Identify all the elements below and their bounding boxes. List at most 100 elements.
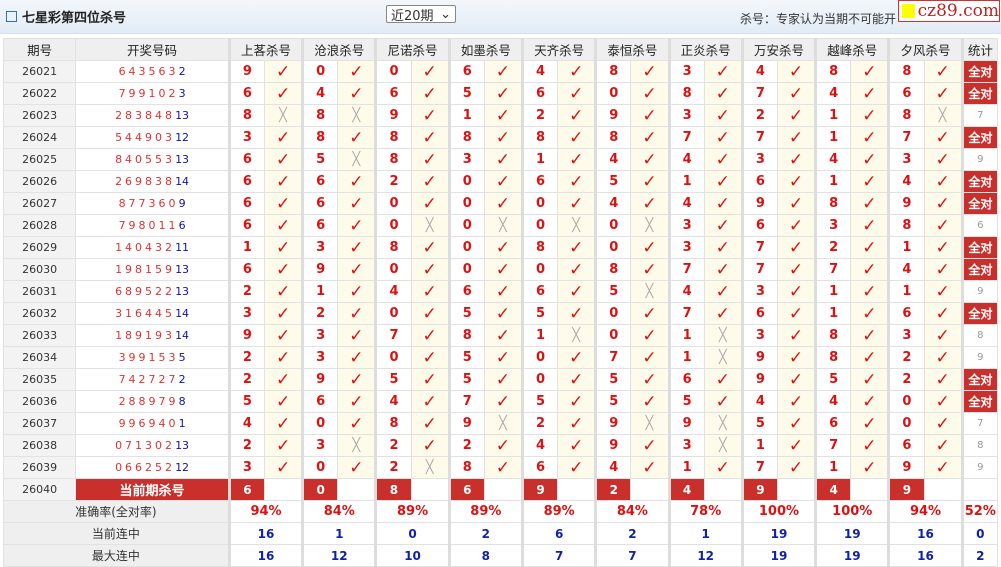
- kill-number: 3: [667, 60, 705, 83]
- check-icon: ✓: [263, 434, 304, 457]
- kill-number: 8: [594, 60, 632, 83]
- check-icon: ✓: [337, 346, 377, 369]
- period-cell: 26039: [2, 456, 77, 479]
- kill-number-note: 杀号：专家认为当期不可能开: [740, 12, 897, 26]
- stats-cell: 6: [960, 214, 999, 237]
- current-kill-number: 2: [594, 478, 632, 501]
- draw-numbers: 689522: [115, 285, 176, 298]
- kill-number: 6: [667, 368, 705, 391]
- kill-number: 2: [227, 434, 265, 457]
- kill-number: 9: [887, 456, 925, 479]
- check-icon: ✓: [337, 412, 377, 435]
- check-icon: ✓: [923, 148, 963, 171]
- stats-cell: 8: [960, 324, 999, 347]
- period-cell: 26027: [2, 192, 77, 215]
- stats-cell: 全对: [960, 126, 999, 149]
- kill-number: 3: [814, 214, 852, 237]
- draw-numbers-cell: 8773609: [75, 192, 230, 215]
- check-icon: ✓: [776, 302, 817, 325]
- kill-number: 2: [887, 346, 925, 369]
- draw-numbers: 643563: [118, 65, 179, 78]
- kill-number: 9: [740, 368, 778, 391]
- period-cell: 26037: [2, 412, 77, 435]
- kill-number: 2: [374, 434, 412, 457]
- check-icon: ✓: [776, 148, 817, 171]
- kill-number: 3: [667, 104, 705, 127]
- kill-number: 6: [447, 60, 485, 83]
- check-icon: ✓: [263, 148, 304, 171]
- table-row: 26021 6435632 9 ✓ 0 ✓ 0 ✓ 6 ✓ 4 ✓ 8 ✓ 3 ✓ 4 ✓ 8 ✓ 8 ✓ 全对: [2, 60, 999, 83]
- check-icon: ✓: [557, 258, 597, 281]
- check-icon: ✓: [850, 192, 890, 215]
- check-icon: ✓: [263, 346, 304, 369]
- draw-numbers: 198159: [115, 263, 176, 276]
- check-icon: ✓: [410, 82, 450, 105]
- check-icon: ✓: [483, 456, 523, 479]
- current-kill-label: 当前期杀号: [75, 478, 230, 501]
- check-icon: ✓: [263, 192, 304, 215]
- check-icon: ✓: [483, 192, 523, 215]
- column-header-expert: 沧浪杀号: [301, 38, 377, 61]
- kill-number: 1: [814, 170, 852, 193]
- column-header-draw: 开奖号码: [75, 38, 230, 61]
- check-icon: ✓: [337, 258, 377, 281]
- stats-cell: 7: [960, 412, 999, 435]
- check-icon: ✓: [337, 192, 377, 215]
- draw-numbers: 840553: [115, 153, 176, 166]
- check-icon: ✓: [557, 412, 597, 435]
- table-header-row: 期号 开奖号码 上茖杀号 沧浪杀号 尼诺杀号 如墨杀号 天齐杀号 泰恒杀号 正炎杀号 万安杀号 越峰…: [2, 38, 999, 61]
- stats-cell: 全对: [960, 390, 999, 413]
- period-select[interactable]: 近20期 ⌄: [386, 5, 456, 24]
- kill-number: 9: [594, 104, 632, 127]
- kill-number: 6: [740, 170, 778, 193]
- empty-cell: [263, 478, 304, 501]
- check-icon: ✓: [483, 324, 523, 347]
- check-icon: ✓: [923, 170, 963, 193]
- stats-cell: 7: [960, 104, 999, 127]
- check-icon: ✓: [410, 148, 450, 171]
- check-icon: ✓: [337, 456, 377, 479]
- draw-numbers: 544903: [115, 131, 176, 144]
- draw-numbers: 269838: [115, 175, 176, 188]
- check-icon: ✓: [776, 60, 817, 83]
- check-icon: ✓: [703, 126, 743, 149]
- kill-number: 7: [740, 258, 778, 281]
- kill-number: 9: [667, 412, 705, 435]
- table-row: 26034 3991535 2 ✓ 3 ✓ 0 ✓ 5 ✓ 0 ✓ 7 ✓ 1 ╳ 9 ✓ 8 ✓ 2 ✓ 9: [2, 346, 999, 369]
- stats-cell: 9: [960, 148, 999, 171]
- current-kill-number: 4: [814, 478, 852, 501]
- check-icon: ✓: [557, 368, 597, 391]
- kill-number: 8: [374, 412, 412, 435]
- page-title: 七星彩第四位杀号: [6, 7, 126, 26]
- check-icon: ✓: [337, 324, 377, 347]
- check-icon: ✓: [630, 346, 670, 369]
- kill-number: 0: [374, 214, 412, 237]
- empty-cell: [850, 478, 890, 501]
- current-kill-number: 8: [374, 478, 412, 501]
- draw-numbers-cell: 06625212: [75, 456, 230, 479]
- period-cell: 26038: [2, 434, 77, 457]
- empty-cell: [776, 478, 817, 501]
- stats-value: 16: [227, 544, 304, 567]
- check-icon: ✓: [850, 236, 890, 259]
- check-icon: ✓: [557, 192, 597, 215]
- check-icon: ✓: [263, 126, 304, 149]
- check-icon: ✓: [630, 170, 670, 193]
- check-icon: ✓: [703, 60, 743, 83]
- kill-number: 8: [814, 324, 852, 347]
- check-icon: ✓: [923, 126, 963, 149]
- table-row: 26023 28384813 8 ╳ 8 ╳ 9 ✓ 1 ✓ 2 ✓ 9 ✓ 3 ✓ 2 ✓ 1 ✓ 8 ╳ 7: [2, 104, 999, 127]
- kill-number: 0: [520, 258, 559, 281]
- stats-value: 16: [887, 544, 963, 567]
- cross-icon: ╳: [263, 104, 304, 127]
- check-icon: ✓: [483, 126, 523, 149]
- special-number: 5: [178, 351, 186, 364]
- kill-number: 6: [301, 170, 339, 193]
- check-icon: ✓: [630, 82, 670, 105]
- kill-number: 6: [740, 302, 778, 325]
- check-icon: ✓: [850, 456, 890, 479]
- check-icon: ✓: [483, 148, 523, 171]
- kill-number: 7: [447, 390, 485, 413]
- kill-number: 7: [814, 434, 852, 457]
- table-row: 26035 7427272 2 ✓ 9 ✓ 5 ✓ 5 ✓ 0 ✓ 5 ✓ 6 ✓ 9 ✓ 5 ✓ 2 ✓ 全对: [2, 368, 999, 391]
